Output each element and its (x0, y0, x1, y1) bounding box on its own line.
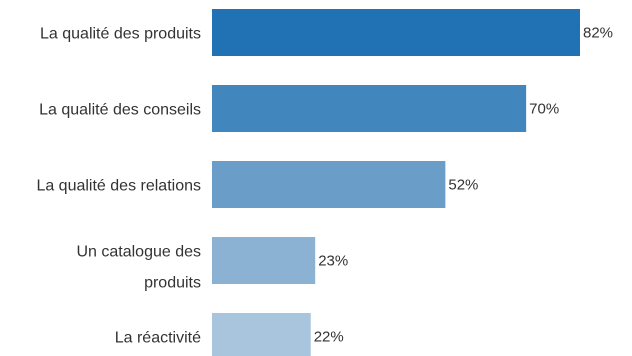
category-label-4: Un catalogue des produits (76, 244, 201, 292)
value-label-5: 22% (314, 329, 344, 346)
category-label-3: La qualité des relations (36, 178, 201, 195)
category-label-line: La qualité des conseils (39, 102, 201, 119)
value-labels-group: 82% 70% 52% 23% 22% (314, 25, 613, 346)
category-label-line: La qualité des relations (36, 178, 201, 195)
category-labels-group: La qualité des produits La qualité des co… (36, 26, 201, 347)
category-label-line: produits (144, 275, 201, 292)
bar-2 (212, 85, 527, 132)
value-label-3: 52% (448, 177, 478, 194)
category-label-line: La qualité des produits (40, 26, 201, 43)
category-label-1: La qualité des produits (40, 26, 201, 43)
bar-1 (212, 9, 580, 56)
category-label-line: Un catalogue des (76, 244, 201, 261)
bar-3 (212, 161, 446, 208)
category-label-2: La qualité des conseils (39, 102, 201, 119)
value-label-1: 82% (583, 25, 613, 42)
value-label-2: 70% (529, 101, 559, 118)
bars-group (212, 9, 580, 356)
category-label-5: La réactivité (115, 330, 201, 347)
category-label-line: La réactivité (115, 330, 201, 347)
value-label-4: 23% (318, 253, 348, 270)
bar-5 (212, 313, 311, 356)
bar-4 (212, 237, 316, 284)
